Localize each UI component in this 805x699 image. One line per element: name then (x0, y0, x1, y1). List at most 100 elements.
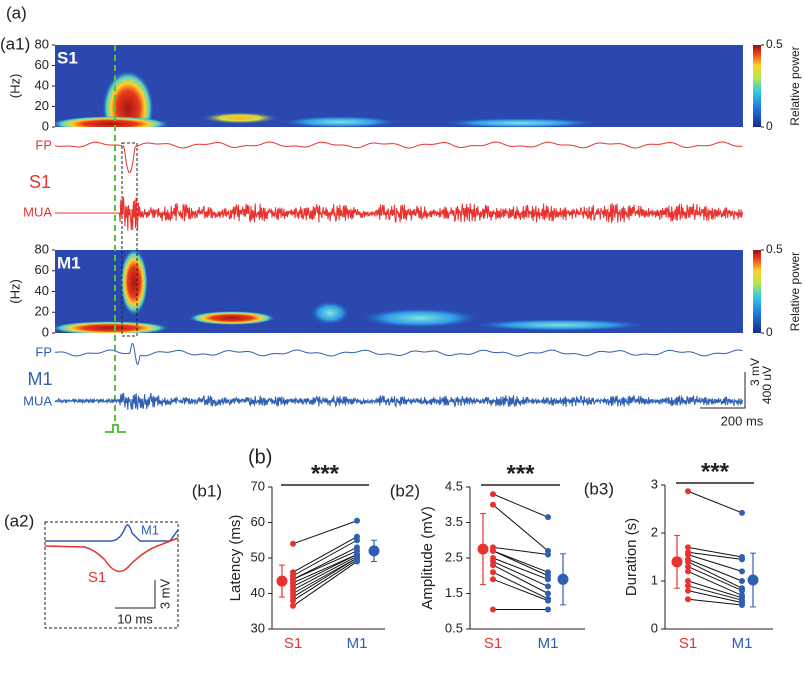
point (739, 602, 745, 608)
point (490, 491, 496, 498)
point (739, 556, 745, 563)
y-tick-label: 60 (35, 57, 49, 72)
spectrogram-blobs (55, 250, 743, 333)
point (490, 547, 496, 554)
y-axis-label: (Hz) (7, 74, 22, 99)
point (685, 587, 691, 594)
point (739, 578, 745, 584)
trace (54, 141, 743, 174)
pair-line (292, 520, 358, 545)
pair-line (292, 546, 358, 580)
y-tick-label: 60 (35, 262, 49, 277)
point (685, 596, 691, 603)
point (545, 576, 551, 583)
spectrogram-label: M1 (57, 253, 81, 272)
panel-label: (b2) (390, 481, 420, 500)
inset-trace (45, 524, 179, 542)
y-tick-label: 4.5 (445, 478, 463, 493)
pair-line (687, 590, 743, 604)
x-tick-label: M1 (732, 635, 753, 652)
pair-line (292, 557, 358, 594)
mean-point (671, 556, 683, 568)
point (545, 597, 551, 604)
spectrogram-blobs (55, 45, 743, 127)
stimulus-pulse (105, 424, 126, 433)
panel-label: (b) (248, 446, 272, 468)
pair-line (292, 554, 358, 587)
y-tick-label: 1 (651, 572, 658, 587)
pair-line (687, 546, 743, 558)
inset-label: M1 (141, 522, 159, 537)
y-tick-label: 30 (251, 620, 265, 635)
zoom-box (121, 142, 138, 337)
y-tick-label: 3 (651, 476, 658, 491)
y-tick-label: 1.5 (445, 585, 463, 600)
trace (55, 196, 743, 231)
point (490, 501, 496, 508)
trace-label: FP (35, 137, 52, 152)
pair-line (292, 559, 358, 602)
pair-line (292, 561, 358, 607)
point (685, 582, 691, 589)
y-tick-label: 3.5 (445, 514, 463, 529)
point (490, 562, 496, 569)
point (290, 597, 296, 604)
point (685, 544, 691, 551)
x-tick-label: S1 (679, 635, 697, 652)
pair-line (492, 557, 549, 580)
y-tick-label: 2 (651, 524, 658, 539)
trace-label: MUA (23, 204, 52, 219)
y-tick-label: 80 (35, 36, 49, 51)
scale-label: 200 ms (721, 413, 764, 428)
pair-line (292, 557, 358, 598)
inset-label: S1 (88, 569, 106, 586)
point (290, 602, 296, 609)
colorbar-tick-label: 0 (766, 325, 773, 339)
colorbar-tick-label: 0 (766, 119, 773, 133)
point (545, 551, 551, 558)
panel-label: (b1) (192, 481, 222, 500)
y-tick-label: 0 (42, 324, 49, 339)
point (739, 509, 745, 516)
point (685, 488, 691, 495)
x-tick-label: M1 (538, 635, 559, 652)
scale-bar (115, 580, 156, 609)
y-axis-label: (Hz) (7, 279, 22, 304)
colorbar-label: Relative power (788, 252, 802, 331)
x-tick-label: S1 (284, 635, 302, 652)
point (685, 551, 691, 558)
y-tick-label: 20 (35, 98, 49, 113)
axis (271, 487, 385, 630)
pair-line (492, 504, 549, 552)
y-tick-label: 0 (651, 620, 658, 635)
y-tick-label: 20 (35, 304, 49, 319)
trace-label: MUA (23, 393, 52, 408)
panel-label: (a) (6, 3, 27, 22)
scale-label: 3 mV (157, 579, 172, 610)
trace-label: S1 (29, 172, 51, 192)
point (545, 590, 551, 597)
pair-line (687, 580, 743, 599)
y-tick-label: 40 (35, 77, 49, 92)
point (354, 558, 360, 565)
scale-bar (700, 372, 746, 409)
x-tick-label: S1 (484, 635, 502, 652)
pair-line (687, 570, 743, 596)
y-tick-label: 40 (35, 283, 49, 298)
pair-line (687, 551, 743, 560)
point (685, 563, 691, 570)
y-tick-label: 0 (42, 118, 49, 133)
mean-point (747, 574, 759, 586)
pair-line (292, 550, 358, 580)
pair-line (492, 550, 549, 577)
mean-point (477, 543, 489, 555)
significance: *** (311, 460, 340, 487)
axis (664, 485, 773, 630)
panel-label: (a1) (0, 34, 30, 53)
colorbar-tick-label: 0.5 (766, 37, 783, 51)
pair-line (687, 558, 743, 582)
point (545, 514, 551, 521)
scale-label: 10 ms (117, 611, 153, 626)
y-tick-label: 50 (251, 549, 265, 564)
